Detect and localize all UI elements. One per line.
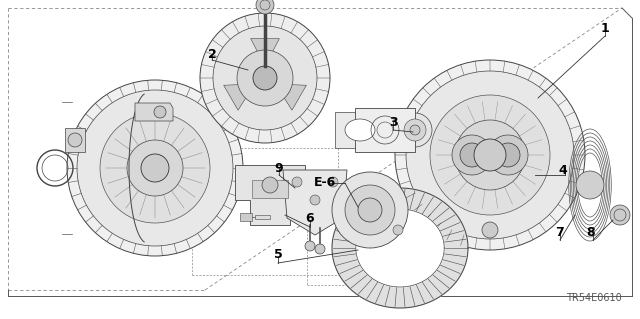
- Circle shape: [68, 133, 82, 147]
- Text: 8: 8: [587, 226, 595, 239]
- Bar: [252, 180, 288, 198]
- Circle shape: [256, 0, 274, 14]
- Bar: [355, 108, 415, 152]
- Polygon shape: [65, 128, 85, 152]
- Circle shape: [358, 198, 382, 222]
- Circle shape: [328, 177, 338, 187]
- Polygon shape: [135, 103, 173, 121]
- Circle shape: [200, 13, 330, 143]
- Circle shape: [474, 139, 506, 171]
- Bar: [240, 213, 252, 221]
- Text: 4: 4: [559, 164, 568, 176]
- Bar: [335, 112, 385, 148]
- Circle shape: [455, 120, 525, 190]
- Circle shape: [292, 177, 302, 187]
- Circle shape: [100, 113, 210, 223]
- Circle shape: [77, 90, 233, 246]
- Circle shape: [430, 95, 550, 215]
- Circle shape: [262, 177, 278, 193]
- Circle shape: [576, 171, 604, 199]
- Circle shape: [305, 241, 315, 251]
- Text: 7: 7: [555, 226, 563, 239]
- Ellipse shape: [345, 119, 375, 141]
- Circle shape: [67, 80, 243, 256]
- Circle shape: [345, 185, 395, 235]
- Circle shape: [237, 50, 293, 106]
- Polygon shape: [356, 209, 444, 287]
- Text: 1: 1: [600, 21, 609, 34]
- Circle shape: [488, 135, 528, 175]
- Circle shape: [610, 205, 630, 225]
- Text: 5: 5: [274, 249, 282, 262]
- Polygon shape: [223, 84, 255, 110]
- Polygon shape: [283, 170, 347, 235]
- Circle shape: [154, 106, 166, 118]
- Text: 2: 2: [207, 48, 216, 61]
- Bar: [255, 215, 270, 219]
- Circle shape: [315, 244, 325, 254]
- Circle shape: [253, 66, 277, 90]
- Polygon shape: [235, 165, 305, 225]
- Circle shape: [395, 60, 585, 250]
- Circle shape: [482, 222, 498, 238]
- Circle shape: [127, 140, 183, 196]
- Text: E-6: E-6: [314, 176, 336, 189]
- Circle shape: [310, 195, 320, 205]
- Circle shape: [496, 143, 520, 167]
- Circle shape: [213, 26, 317, 130]
- Circle shape: [332, 172, 408, 248]
- Circle shape: [410, 125, 420, 135]
- Circle shape: [452, 135, 492, 175]
- Circle shape: [393, 225, 403, 235]
- Circle shape: [404, 119, 426, 141]
- Text: 6: 6: [306, 211, 314, 225]
- Circle shape: [398, 113, 432, 147]
- Text: 3: 3: [388, 115, 397, 129]
- Polygon shape: [251, 39, 280, 66]
- Polygon shape: [275, 84, 307, 110]
- Circle shape: [141, 154, 169, 182]
- Polygon shape: [332, 188, 468, 308]
- Circle shape: [460, 143, 484, 167]
- Circle shape: [406, 71, 574, 239]
- Text: 9: 9: [275, 161, 284, 174]
- Text: TR54E0610: TR54E0610: [566, 293, 622, 303]
